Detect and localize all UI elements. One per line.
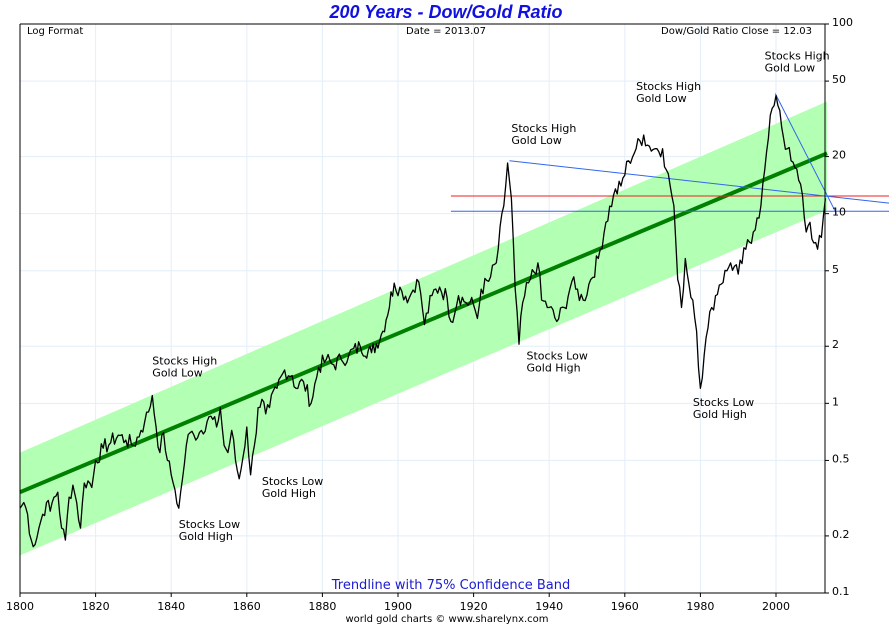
header-right-close: Dow/Gold Ratio Close = 12.03 <box>661 26 812 37</box>
x-tick-label-1840: 1840 <box>157 600 185 613</box>
y-tick-label-50: 50 <box>832 73 846 86</box>
chart-title: 200 Years - Dow/Gold Ratio <box>328 2 562 22</box>
x-tick-label-1940: 1940 <box>535 600 563 613</box>
y-tick-label-10: 10 <box>832 206 846 219</box>
header-left-log-format: Log Format <box>27 26 83 37</box>
level-lines <box>450 93 890 214</box>
resistance-line-2000 <box>774 93 837 214</box>
annotation-1-line2: Gold High <box>179 530 233 543</box>
trend-line <box>19 151 828 495</box>
x-tick-label-1980: 1980 <box>686 600 714 613</box>
header-center-date: Date = 2013.07 <box>406 26 486 37</box>
annotation-5-line1: Stocks High <box>636 80 701 93</box>
plot-frame <box>19 23 826 594</box>
annotation-0-line2: Gold Low <box>152 367 202 380</box>
confidence-band <box>20 101 828 556</box>
annotation-7-line1: Stocks High <box>765 49 830 62</box>
x-tick-label-1820: 1820 <box>82 600 110 613</box>
annotation-6-line2: Gold High <box>693 408 747 421</box>
credit-text: world gold charts © www.sharelynx.com <box>345 614 548 625</box>
x-tick-label-1880: 1880 <box>308 600 336 613</box>
x-tick-label-2000: 2000 <box>762 600 790 613</box>
y-tick-label-5: 5 <box>832 263 839 276</box>
y-tick-label-2: 2 <box>832 338 839 351</box>
y-tick-label-0.1: 0.1 <box>832 585 850 598</box>
y-tick-label-100: 100 <box>832 16 853 29</box>
y-tick-label-1: 1 <box>832 395 839 408</box>
annotation-3-line2: Gold Low <box>511 134 561 147</box>
x-tick-label-1960: 1960 <box>611 600 639 613</box>
price-line-dow-gold-ratio <box>19 94 827 548</box>
annotation-5-line2: Gold Low <box>636 92 686 105</box>
x-tick-label-1800: 1800 <box>6 600 34 613</box>
resistance-line-1929 <box>509 160 890 204</box>
y-axis-ticks: 100 50 20 10 5 2 1 0.5 0.2 0.1 <box>825 16 853 598</box>
x-tick-label-1860: 1860 <box>233 600 261 613</box>
x-tick-label-1900: 1900 <box>384 600 412 613</box>
annotation-7-line2: Gold Low <box>765 61 815 74</box>
x-axis-ticks: 1800 1820 1840 1860 1880 1900 1920 1940 1960 1980… <box>6 593 790 613</box>
annotation-2-line1: Stocks Low <box>262 475 323 488</box>
annotation-1-line1: Stocks Low <box>179 518 240 531</box>
x-tick-label-1920: 1920 <box>460 600 488 613</box>
annotation-0-line1: Stocks High <box>152 355 217 368</box>
y-tick-label-0.5: 0.5 <box>832 452 850 465</box>
annotation-4-line2: Gold High <box>527 362 581 375</box>
chart-subtitle: Trendline with 75% Confidence Band <box>331 578 571 593</box>
annotation-4-line1: Stocks Low <box>527 350 588 363</box>
annotation-6-line1: Stocks Low <box>693 396 754 409</box>
y-tick-label-0.2: 0.2 <box>832 528 850 541</box>
annotation-3-line1: Stocks High <box>511 122 576 135</box>
annotation-2-line2: Gold High <box>262 487 316 500</box>
y-tick-label-20: 20 <box>832 149 846 162</box>
